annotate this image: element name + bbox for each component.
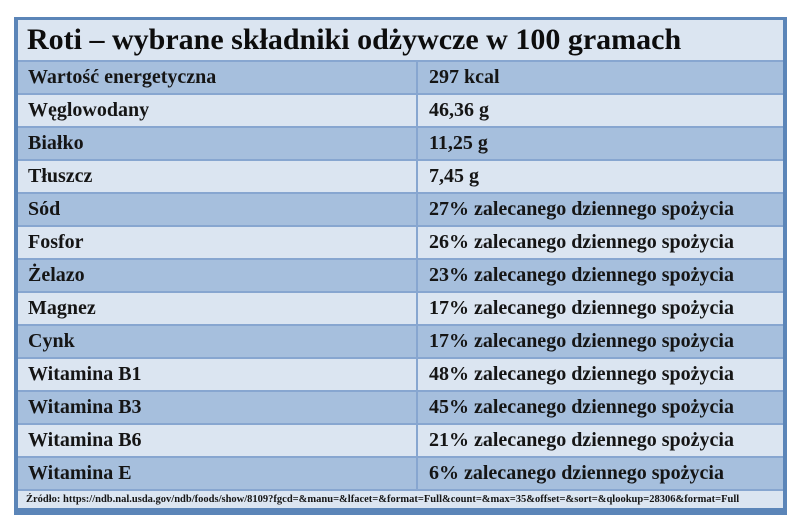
nutrient-value: 7,45 g [429, 165, 479, 187]
nutrient-label: Witamina E [18, 458, 418, 489]
nutrient-label: Żelazo [18, 260, 418, 291]
source-note: Źródło: https://ndb.nal.usda.gov/ndb/foo… [18, 489, 783, 508]
table-row: Wartość energetyczna 297 kcal [18, 60, 783, 93]
nutrient-rows: Wartość energetyczna 297 kcal Węglowodan… [18, 60, 783, 489]
nutrient-value: 45% zalecanego dziennego spożycia [429, 396, 734, 418]
nutrient-label: Fosfor [18, 227, 418, 258]
table-row: Magnez 17% zalecanego dziennego spożycia [18, 291, 783, 324]
nutrient-value: 48% zalecanego dziennego spożycia [429, 363, 734, 385]
table-row: Tłuszcz 7,45 g [18, 159, 783, 192]
nutrient-label: Magnez [18, 293, 418, 324]
nutrient-label: Witamina B6 [18, 425, 418, 456]
table-row: Witamina B1 48% zalecanego dziennego spo… [18, 357, 783, 390]
nutrient-value: 46,36 g [429, 99, 489, 121]
table-row: Fosfor 26% zalecanego dziennego spożycia [18, 225, 783, 258]
nutrient-label: Witamina B3 [18, 392, 418, 423]
table-row: Sód 27% zalecanego dziennego spożycia [18, 192, 783, 225]
nutrient-label: Sód [18, 194, 418, 225]
nutrient-label: Wartość energetyczna [18, 62, 418, 93]
nutrient-label: Witamina B1 [18, 359, 418, 390]
nutrient-label: Białko [18, 128, 418, 159]
nutrient-label: Tłuszcz [18, 161, 418, 192]
nutrient-value: 6% zalecanego dziennego spożycia [429, 462, 724, 484]
table-title: Roti – wybrane składniki odżywcze w 100 … [18, 20, 783, 60]
table-row: Cynk 17% zalecanego dziennego spożycia [18, 324, 783, 357]
nutrition-table: Roti – wybrane składniki odżywcze w 100 … [14, 17, 787, 515]
nutrient-value: 21% zalecanego dziennego spożycia [429, 429, 734, 451]
nutrient-label: Węglowodany [18, 95, 418, 126]
nutrient-value: 26% zalecanego dziennego spożycia [429, 231, 734, 253]
nutrient-value: 297 kcal [429, 66, 500, 88]
nutrient-value: 17% zalecanego dziennego spożycia [429, 297, 734, 319]
table-row: Witamina B6 21% zalecanego dziennego spo… [18, 423, 783, 456]
table-row: Węglowodany 46,36 g [18, 93, 783, 126]
nutrient-label: Cynk [18, 326, 418, 357]
nutrient-value: 11,25 g [429, 132, 488, 154]
table-row: Żelazo 23% zalecanego dziennego spożycia [18, 258, 783, 291]
nutrient-value: 17% zalecanego dziennego spożycia [429, 330, 734, 352]
nutrient-value: 23% zalecanego dziennego spożycia [429, 264, 734, 286]
table-row: Witamina B3 45% zalecanego dziennego spo… [18, 390, 783, 423]
table-row: Białko 11,25 g [18, 126, 783, 159]
nutrient-value: 27% zalecanego dziennego spożycia [429, 198, 734, 220]
table-row: Witamina E 6% zalecanego dziennego spoży… [18, 456, 783, 489]
